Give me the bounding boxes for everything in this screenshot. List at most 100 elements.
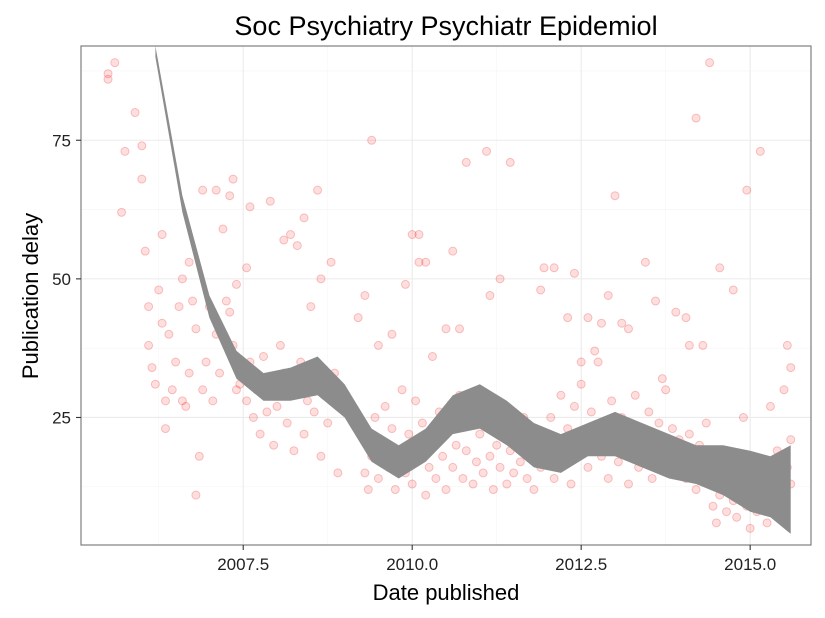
data-point: [455, 324, 465, 334]
data-point: [586, 407, 596, 417]
data-point: [313, 185, 323, 195]
data-point: [738, 412, 748, 422]
data-point: [144, 302, 154, 312]
data-point: [367, 135, 377, 145]
data-point: [448, 462, 458, 472]
data-point: [188, 296, 198, 306]
data-point: [549, 473, 559, 483]
data-point: [546, 412, 556, 422]
data-point: [475, 429, 485, 439]
x-tick-label: 2012.5: [555, 555, 607, 574]
data-point: [468, 479, 478, 489]
data-point: [215, 368, 225, 378]
data-point: [242, 396, 252, 406]
data-point: [482, 146, 492, 156]
data-point: [289, 446, 299, 456]
data-point: [228, 174, 238, 184]
data-point: [177, 274, 187, 284]
data-point: [387, 329, 397, 339]
chart-title: Soc Psychiatry Psychiatr Epidemiol: [234, 11, 657, 41]
data-point: [262, 407, 272, 417]
data-point: [495, 274, 505, 284]
data-point: [160, 396, 170, 406]
data-point: [722, 507, 732, 517]
data-point: [603, 291, 613, 300]
data-point: [120, 146, 130, 156]
x-axis: 2007.5 2010.0 2012.5 2015.0: [217, 545, 776, 574]
data-point: [762, 518, 772, 528]
data-point: [569, 268, 579, 278]
x-tick-label: 2010.0: [386, 555, 438, 574]
x-axis-title: Date published: [373, 580, 520, 605]
data-point: [569, 401, 579, 411]
plot-panel-border: [80, 45, 812, 546]
y-axis: 25 50 75: [52, 131, 81, 427]
data-point: [701, 418, 711, 428]
data-point: [613, 457, 623, 467]
data-point: [421, 490, 431, 500]
data-point: [282, 418, 292, 428]
data-point: [515, 457, 525, 467]
data-point: [407, 230, 417, 240]
data-point: [765, 401, 775, 411]
data-point: [130, 108, 140, 118]
data-point: [286, 230, 296, 240]
data-point: [509, 468, 519, 478]
data-point: [786, 435, 796, 445]
data-point: [583, 462, 593, 472]
data-point: [140, 246, 150, 256]
data-point: [786, 363, 796, 373]
data-point: [424, 462, 434, 472]
data-point: [485, 291, 495, 300]
data-point: [160, 424, 170, 434]
data-point: [360, 291, 370, 300]
data-point: [644, 407, 654, 417]
data-point: [451, 440, 461, 450]
data-point: [221, 296, 231, 306]
data-point: [147, 363, 157, 373]
data-point: [272, 401, 282, 411]
data-point: [488, 485, 498, 495]
data-point: [177, 396, 187, 406]
data-point: [255, 429, 265, 439]
data-point: [681, 313, 691, 323]
data-point: [461, 446, 471, 456]
x-tick-label: 2007.5: [217, 555, 269, 574]
data-point: [144, 340, 154, 350]
data-point: [137, 141, 147, 151]
data-point: [245, 202, 255, 212]
data-point: [417, 418, 427, 428]
data-point: [566, 479, 576, 489]
data-point: [157, 230, 167, 240]
data-point: [316, 274, 326, 284]
y-axis-title: Publication delay: [18, 213, 43, 379]
data-point: [458, 473, 468, 483]
data-point: [779, 385, 789, 395]
data-point: [630, 390, 640, 400]
data-point: [387, 424, 397, 434]
data-point: [191, 490, 201, 500]
data-point: [292, 241, 302, 251]
data-point: [610, 191, 620, 201]
data-point: [370, 412, 380, 422]
minor-grid: [81, 46, 811, 545]
data-point: [259, 351, 268, 361]
x-tick-label: 2015.0: [724, 555, 776, 574]
data-point: [225, 307, 235, 317]
data-point: [103, 69, 113, 79]
data-point: [363, 485, 373, 495]
data-point: [154, 285, 164, 295]
data-point: [299, 213, 309, 223]
y-tick-label: 75: [52, 131, 71, 150]
data-point: [194, 451, 204, 461]
data-point: [593, 357, 603, 367]
data-point: [708, 501, 718, 511]
data-point: [492, 440, 502, 450]
data-point: [732, 512, 742, 522]
data-point: [103, 74, 113, 84]
data-point: [691, 485, 701, 495]
data-point: [640, 257, 650, 267]
data-point: [728, 285, 738, 295]
data-point: [505, 157, 515, 167]
